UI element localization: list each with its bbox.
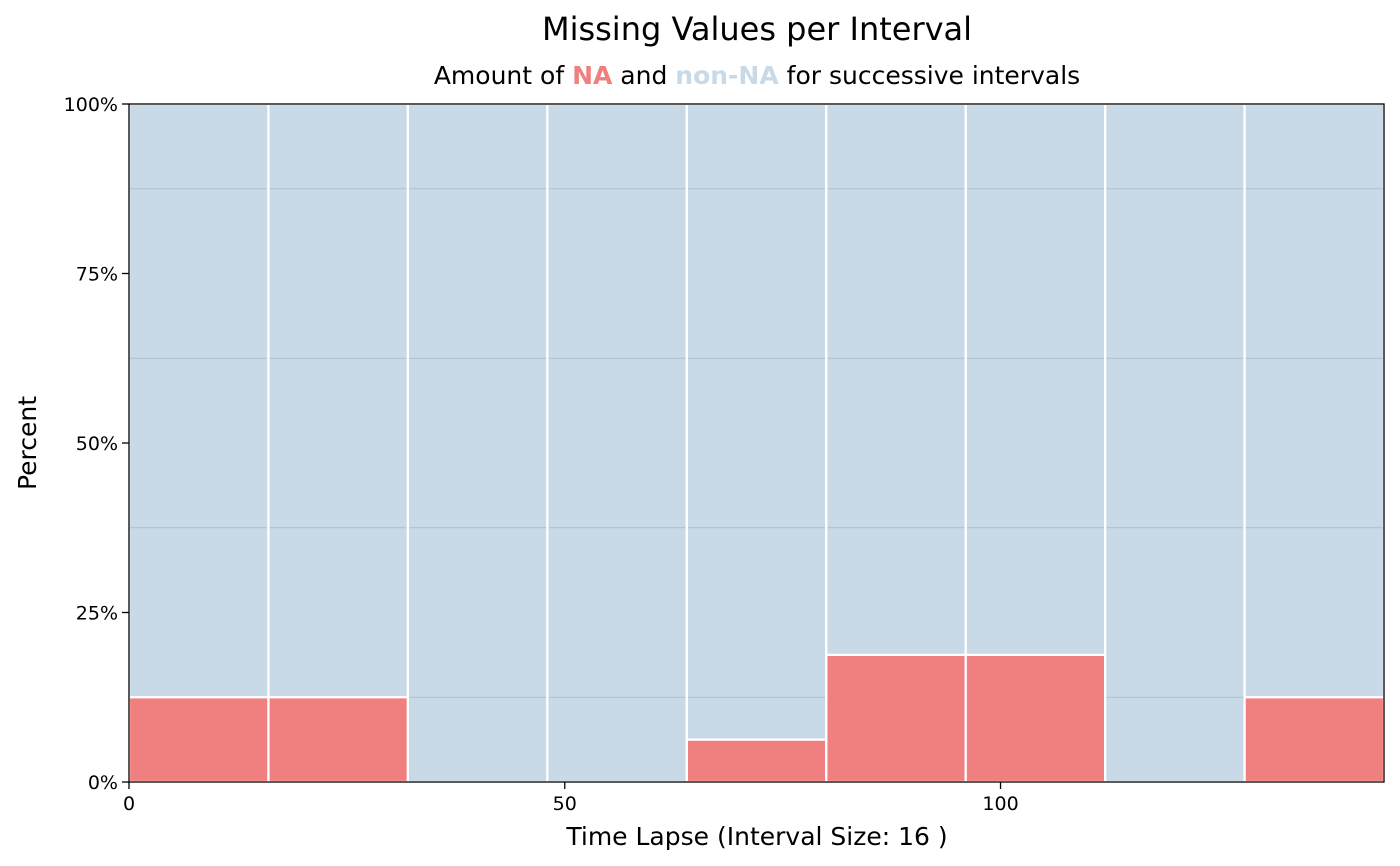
bar-non-na-2 [407, 104, 548, 782]
bar-non-na-8 [1244, 104, 1384, 698]
y-tick-label-4: 100% [64, 94, 118, 116]
bar-na-1 [268, 697, 408, 782]
bar-na-4 [686, 739, 827, 782]
y-tick-label-0: 0% [88, 772, 118, 794]
plot-area: 0% 25% 50% 75% 100% 0 50 100 [64, 94, 1386, 815]
subtitle-na-word: NA [572, 61, 613, 90]
subtitle-suffix: for successive intervals [779, 61, 1080, 90]
y-tick-label-1: 25% [76, 603, 118, 625]
chart-subtitle: Amount of NA and non-NA for successive i… [434, 61, 1080, 90]
bar-na-0 [129, 697, 269, 782]
y-axis-title: Percent [13, 396, 42, 490]
x-tick-label-2: 100 [982, 793, 1018, 815]
chart-title: Missing Values per Interval [542, 10, 972, 48]
x-axis-title: Time Lapse (Interval Size: 16 ) [565, 822, 947, 851]
subtitle-non-na-word: non-NA [675, 61, 779, 90]
y-tick-label-2: 50% [76, 433, 118, 455]
bar-non-na-4 [686, 104, 827, 740]
bar-non-na-6 [965, 104, 1106, 655]
x-tick-label-1: 50 [553, 793, 577, 815]
subtitle-middle: and [612, 61, 675, 90]
bar-na-8 [1244, 697, 1384, 782]
bar-na-6 [965, 654, 1106, 782]
bar-na-5 [826, 654, 966, 782]
bar-non-na-1 [268, 104, 408, 698]
bar-non-na-0 [129, 104, 269, 698]
bar-non-na-7 [1105, 104, 1245, 782]
y-tick-label-3: 75% [76, 264, 118, 286]
subtitle-prefix: Amount of [434, 61, 572, 90]
bar-non-na-5 [826, 104, 966, 655]
bar-non-na-3 [547, 104, 687, 782]
x-tick-label-0: 0 [123, 793, 135, 815]
